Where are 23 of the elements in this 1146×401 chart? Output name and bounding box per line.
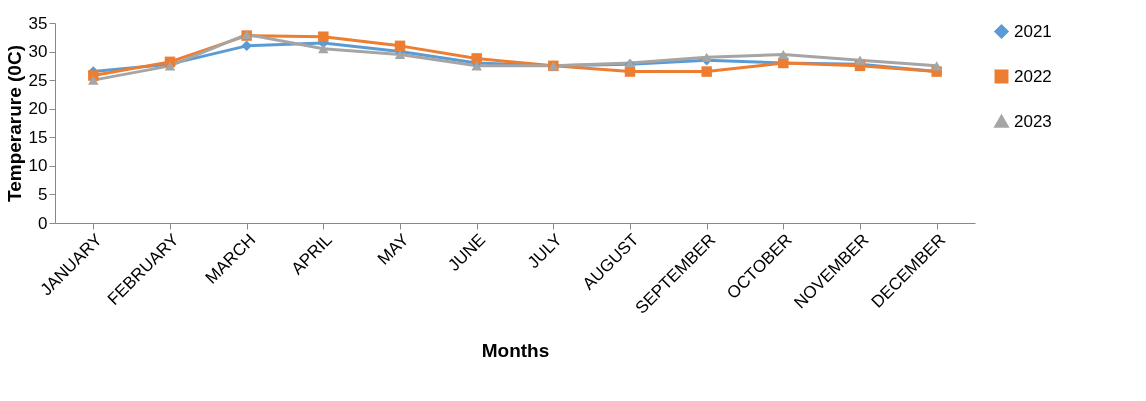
x-axis-title: Months (481, 339, 550, 361)
point (701, 52, 712, 62)
y-tick-label: 35 (28, 13, 48, 33)
legend-label: 2022 (1014, 66, 1052, 86)
point (471, 53, 482, 64)
point (318, 44, 329, 54)
point (854, 55, 866, 65)
point (318, 31, 329, 42)
y-tick-label: 20 (28, 99, 48, 119)
y-tick-label: 5 (38, 184, 48, 204)
y-tick-label: 30 (28, 42, 48, 62)
legend-label: 2023 (1014, 111, 1052, 131)
y-axis-title: Temperarure (0C) (3, 45, 25, 202)
y-tick-label: 10 (28, 156, 48, 176)
y-tick-label: 0 (38, 213, 48, 233)
point (778, 49, 789, 59)
legend-label: 2021 (1014, 21, 1052, 41)
point (701, 66, 712, 77)
point (394, 40, 406, 52)
point (241, 40, 252, 52)
point (88, 75, 99, 85)
y-tick-label: 25 (28, 70, 48, 90)
y-tick-label: 15 (28, 127, 48, 147)
